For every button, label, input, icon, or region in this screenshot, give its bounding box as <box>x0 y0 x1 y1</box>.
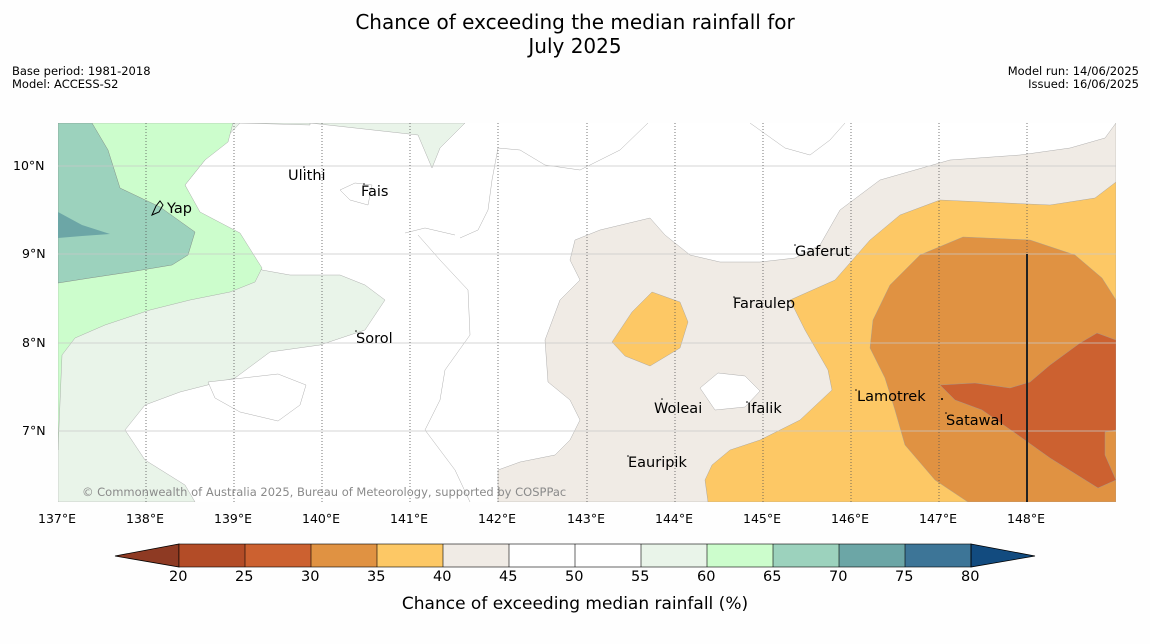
colorbar-swatch-35-40 <box>377 544 443 567</box>
lat-tick: 8°N <box>22 335 46 350</box>
region-35-40-island <box>611 291 689 367</box>
colorbar-tick: 25 <box>235 569 254 585</box>
colorbar-swatch-70-75 <box>839 544 905 567</box>
colorbar-swatch-65-70 <box>773 544 839 567</box>
place-sorol: Sorol <box>356 331 393 347</box>
place-fais: Fais <box>361 184 388 200</box>
place-eauripik: Eauripik <box>628 455 687 471</box>
island-markers <box>303 166 947 457</box>
colorbar-swatch-30-35 <box>311 544 377 567</box>
model-run: Model run: 14/06/2025 <box>1007 64 1139 78</box>
title-line-2: July 2025 <box>528 34 622 58</box>
base-period: Base period: 1981-2018 <box>12 64 151 78</box>
yap-island <box>151 200 164 216</box>
lat-tick: 7°N <box>22 423 46 438</box>
place-satawal: Satawal <box>946 413 1003 429</box>
map-area: Ulithi Fais Yap Gaferut Faraulep Sorol L… <box>58 123 1116 502</box>
colorbar-tick: 45 <box>499 569 518 585</box>
region-45-55-patch <box>207 373 307 422</box>
colorbar-swatch-40-45 <box>443 544 509 567</box>
colorbar-tick: 75 <box>895 569 914 585</box>
lat-tick: 10°N <box>13 158 45 173</box>
colorbar-tick: 70 <box>829 569 848 585</box>
place-ifalik: Ifalik <box>747 401 782 417</box>
region-65-70 <box>58 123 196 284</box>
colorbar-low-arrow <box>114 543 180 568</box>
colorbar-tick: 35 <box>367 569 386 585</box>
lon-tick: 147°E <box>919 511 958 526</box>
region-45-55-islet <box>699 372 761 411</box>
lon-tick: 143°E <box>567 511 606 526</box>
colorbar-swatch-50-55 <box>575 544 641 567</box>
lon-tick: 142°E <box>478 511 517 526</box>
colorbar-title: Chance of exceeding median rainfall (%) <box>401 594 749 614</box>
colorbar-swatch-60-65 <box>707 544 773 567</box>
place-labels: Ulithi Fais Yap Gaferut Faraulep Sorol L… <box>166 168 1003 471</box>
lon-tick: 146°E <box>831 511 870 526</box>
colorbar-tick: 40 <box>433 569 452 585</box>
lon-tick: 141°E <box>390 511 429 526</box>
colorbar-swatch-55-60 <box>641 544 707 567</box>
title-line-1: Chance of exceeding the median rainfall … <box>355 10 795 34</box>
colorbar-tick: 50 <box>565 569 584 585</box>
place-yap: Yap <box>166 201 192 217</box>
place-faraulep: Faraulep <box>733 296 795 312</box>
lon-tick: 139°E <box>214 511 253 526</box>
colorbar-tick: 80 <box>961 569 980 585</box>
colorbar-swatch-20-25 <box>179 544 245 567</box>
lon-tick: 138°E <box>126 511 165 526</box>
model-name: Model: ACCESS-S2 <box>12 77 119 91</box>
colorbar-tick: 30 <box>301 569 320 585</box>
lon-tick: 148°E <box>1007 511 1046 526</box>
colorbar-tick: 55 <box>631 569 650 585</box>
place-ulithi: Ulithi <box>288 168 326 184</box>
colorbar-high-arrow <box>970 543 1036 568</box>
chart-title: Chance of exceeding the median rainfall … <box>0 10 1150 58</box>
colorbar <box>114 543 1036 568</box>
colorbar-swatch-45-50 <box>509 544 575 567</box>
place-woleai: Woleai <box>654 401 702 417</box>
place-gaferut: Gaferut <box>795 244 850 260</box>
lon-tick: 144°E <box>655 511 694 526</box>
colorbar-tick: 65 <box>763 569 782 585</box>
place-lamotrek: Lamotrek <box>857 389 926 405</box>
colorbar-tick: 60 <box>697 569 716 585</box>
lon-tick: 140°E <box>302 511 341 526</box>
copyright-notice: © Commonwealth of Australia 2025, Bureau… <box>82 485 567 499</box>
lon-tick: 137°E <box>38 511 77 526</box>
colorbar-swatch-75-80 <box>905 544 971 567</box>
lon-tick: 145°E <box>743 511 782 526</box>
lat-tick: 9°N <box>22 246 46 261</box>
region-70-75 <box>58 212 110 238</box>
colorbar-tick: 20 <box>169 569 188 585</box>
contour-lines <box>339 123 846 502</box>
colorbar-swatch-25-30 <box>245 544 311 567</box>
model-run-info: Model run: 14/06/2025 Issued: 16/06/2025 <box>1008 65 1139 91</box>
base-period-info: Base period: 1981-2018 Model: ACCESS-S2 <box>12 65 151 91</box>
issued-date: Issued: 16/06/2025 <box>1028 77 1139 91</box>
